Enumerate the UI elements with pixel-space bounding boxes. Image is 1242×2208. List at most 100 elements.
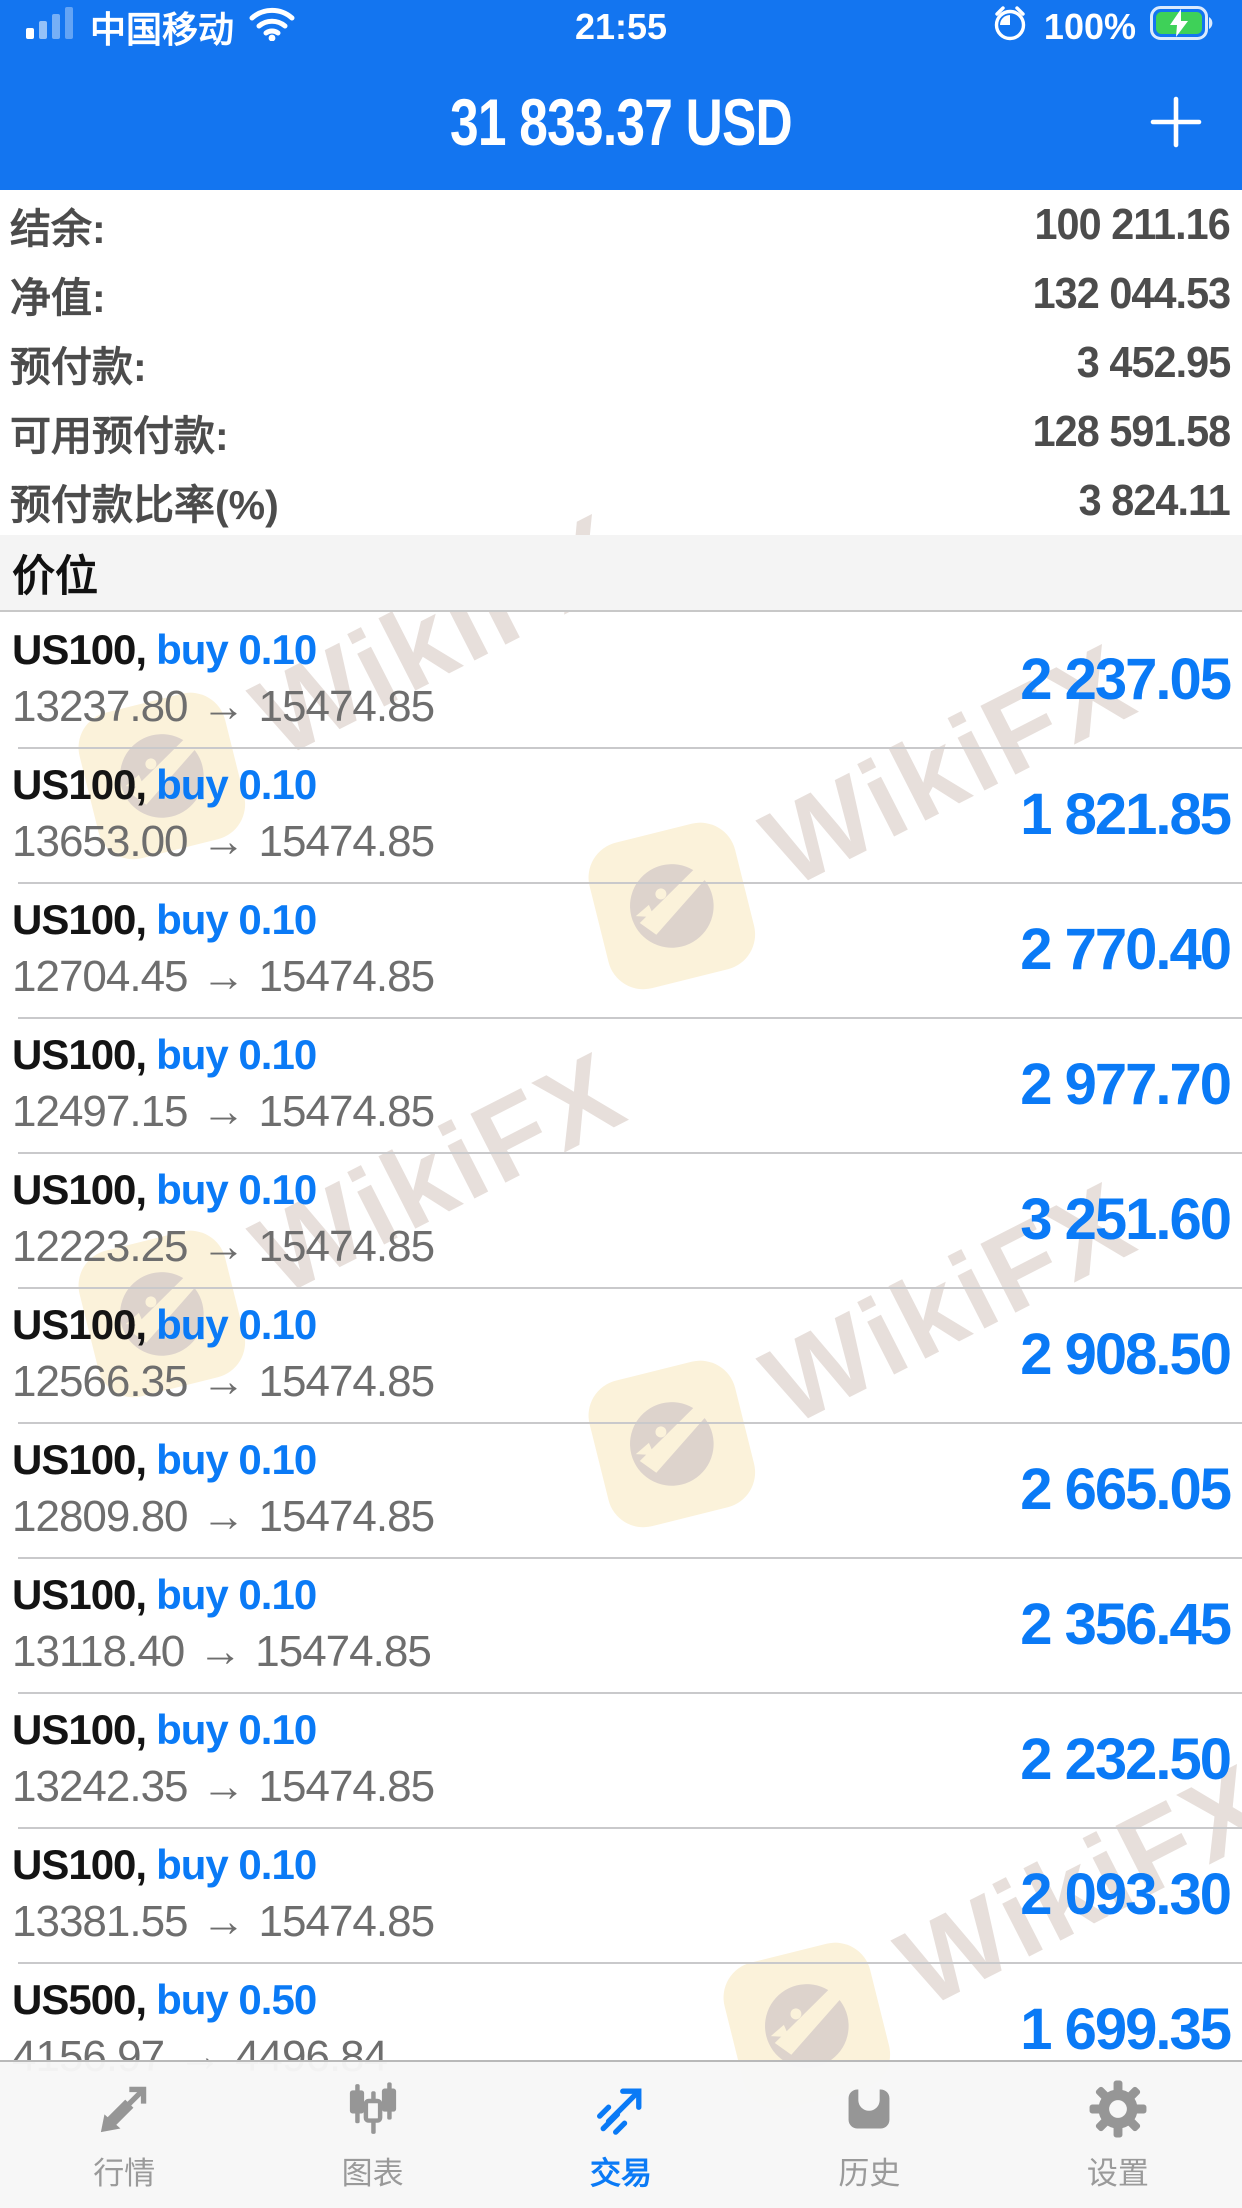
summary-value: 3 824.11 <box>1078 475 1231 525</box>
history-icon <box>837 2076 901 2142</box>
open-price: 13242.35 <box>12 1762 189 1811</box>
position-profit: 2 977.70 <box>1020 1052 1232 1117</box>
position-symbol: US100, <box>12 1571 147 1618</box>
position-profit: 3 251.60 <box>1020 1187 1232 1252</box>
position-row[interactable]: US100, buy 0.10 13653.00 → 15474.85 1 821.85 <box>0 747 1242 882</box>
summary-row: 预付款: 3 452.95 <box>0 328 1242 397</box>
current-price: 15474.85 <box>258 1492 436 1541</box>
add-order-button[interactable] <box>1136 54 1216 190</box>
current-price: 15474.85 <box>258 1897 436 1946</box>
position-row[interactable]: US100, buy 0.10 13381.55 → 15474.85 2 093.30 <box>0 1827 1242 1962</box>
summary-row: 结余: 100 211.16 <box>0 190 1242 259</box>
tab-trade[interactable]: 交易 <box>497 2062 745 2208</box>
current-price: 15474.85 <box>258 952 436 1001</box>
position-symbol: US100, <box>12 761 147 808</box>
position-side-volume: buy 0.10 <box>156 626 317 673</box>
position-prices: 13242.35 → 15474.85 <box>0 1756 1242 1814</box>
tab-label: 设置 <box>1086 2156 1149 2191</box>
battery-percent-label: 100% <box>1043 6 1136 47</box>
positions-list: US100, buy 0.10 13237.80 → 15474.85 2 237.05 U… <box>0 612 1242 2097</box>
open-price: 12223.25 <box>12 1222 189 1271</box>
signal-strength-icon <box>26 6 76 48</box>
wifi-icon <box>248 5 296 50</box>
arrow-right-icon: → <box>201 817 246 866</box>
arrow-right-icon: → <box>201 952 246 1001</box>
account-summary: 结余: 100 211.16 净值: 132 044.53 预付款: 3 452.95 可用… <box>0 190 1242 535</box>
position-profit: 1 821.85 <box>1020 782 1232 847</box>
account-balance-title: 31 833.37 USD <box>450 85 793 159</box>
tab-quotes[interactable]: 行情 <box>0 2062 248 2208</box>
position-prices: 12704.45 → 15474.85 <box>0 946 1242 1004</box>
tab-bar: 行情 图表 <box>0 2060 1242 2208</box>
status-time: 21:55 <box>574 6 668 47</box>
open-price: 13118.40 <box>12 1627 185 1676</box>
position-symbol: US100, <box>12 1841 147 1888</box>
position-side-volume: buy 0.10 <box>156 1166 317 1213</box>
arrow-right-icon: → <box>201 1357 246 1406</box>
tab-label: 行情 <box>93 2156 156 2191</box>
current-price: 15474.85 <box>258 817 436 866</box>
tab-charts[interactable]: 图表 <box>248 2062 496 2208</box>
position-row[interactable]: US100, buy 0.10 12497.15 → 15474.85 2 977.70 <box>0 1017 1242 1152</box>
arrow-right-icon: → <box>201 1897 246 1946</box>
summary-row: 可用预付款: 128 591.58 <box>0 397 1242 466</box>
arrow-right-icon: → <box>201 1087 246 1136</box>
open-price: 12809.80 <box>12 1492 189 1541</box>
settings-gear-icon <box>1086 2076 1150 2142</box>
position-profit: 2 232.50 <box>1020 1727 1232 1792</box>
position-profit: 2 908.50 <box>1020 1322 1232 1387</box>
current-price: 15474.85 <box>258 1087 436 1136</box>
positions-section-header: 价位 <box>0 535 1242 612</box>
charts-icon <box>341 2076 405 2142</box>
position-profit: 2 770.40 <box>1020 917 1232 982</box>
current-price: 15474.85 <box>255 1627 432 1676</box>
position-row[interactable]: US100, buy 0.10 12223.25 → 15474.85 3 251.60 <box>0 1152 1242 1287</box>
carrier-label: 中国移动 <box>90 9 235 50</box>
position-row[interactable]: US100, buy 0.10 13242.35 → 15474.85 2 232.50 <box>0 1692 1242 1827</box>
open-price: 13381.55 <box>12 1897 189 1946</box>
position-symbol: US100, <box>12 1166 147 1213</box>
position-side-volume: buy 0.10 <box>156 1706 317 1753</box>
arrow-right-icon: → <box>201 1762 246 1811</box>
position-symbol: US100, <box>12 1301 147 1348</box>
trade-icon <box>589 2076 653 2142</box>
quotes-icon <box>92 2076 156 2142</box>
position-row[interactable]: US100, buy 0.10 12704.45 → 15474.85 2 770.40 <box>0 882 1242 1017</box>
position-row[interactable]: US100, buy 0.10 12809.80 → 15474.85 2 665.05 <box>0 1422 1242 1557</box>
summary-value: 128 591.58 <box>1032 406 1231 456</box>
position-symbol: US100, <box>12 1031 147 1078</box>
status-bar: 21:55 中国移动 <box>0 0 1242 54</box>
tab-label: 历史 <box>838 2156 901 2191</box>
position-side-volume: buy 0.50 <box>156 1976 317 2023</box>
open-price: 13237.80 <box>12 682 189 731</box>
summary-value: 100 211.16 <box>1034 199 1231 249</box>
position-row[interactable]: US100, buy 0.10 13118.40 → 15474.85 2 356.45 <box>0 1557 1242 1692</box>
current-price: 15474.85 <box>258 1357 436 1406</box>
position-row[interactable]: US100, buy 0.10 12566.35 → 15474.85 2 908.50 <box>0 1287 1242 1422</box>
section-title: 价位 <box>12 552 98 601</box>
open-price: 12497.15 <box>12 1087 189 1136</box>
position-prices: 12809.80 → 15474.85 <box>0 1486 1242 1544</box>
position-side-volume: buy 0.10 <box>156 761 317 808</box>
tab-settings[interactable]: 设置 <box>994 2062 1242 2208</box>
summary-label: 可用预付款: <box>10 412 229 459</box>
arrow-right-icon: → <box>201 1492 246 1541</box>
arrow-right-icon: → <box>201 682 246 731</box>
current-price: 15474.85 <box>258 1222 436 1271</box>
open-price: 13653.00 <box>12 817 189 866</box>
position-side-volume: buy 0.10 <box>156 1301 317 1348</box>
position-profit: 2 665.05 <box>1020 1457 1232 1522</box>
alarm-clock-icon <box>990 3 1030 52</box>
position-prices: 13381.55 → 15474.85 <box>0 1891 1242 1949</box>
position-profit: 2 356.45 <box>1020 1592 1232 1657</box>
open-price: 12704.45 <box>12 952 189 1001</box>
position-prices: 13118.40 → 15474.85 <box>0 1621 1242 1679</box>
summary-row: 预付款比率(%) 3 824.11 <box>0 466 1242 535</box>
position-side-volume: buy 0.10 <box>156 1841 317 1888</box>
summary-row: 净值: 132 044.53 <box>0 259 1242 328</box>
header: 21:55 中国移动 <box>0 0 1242 190</box>
position-row[interactable]: US100, buy 0.10 13237.80 → 15474.85 2 237.05 <box>0 612 1242 747</box>
tab-history[interactable]: 历史 <box>745 2062 993 2208</box>
tab-label: 图表 <box>341 2156 404 2191</box>
